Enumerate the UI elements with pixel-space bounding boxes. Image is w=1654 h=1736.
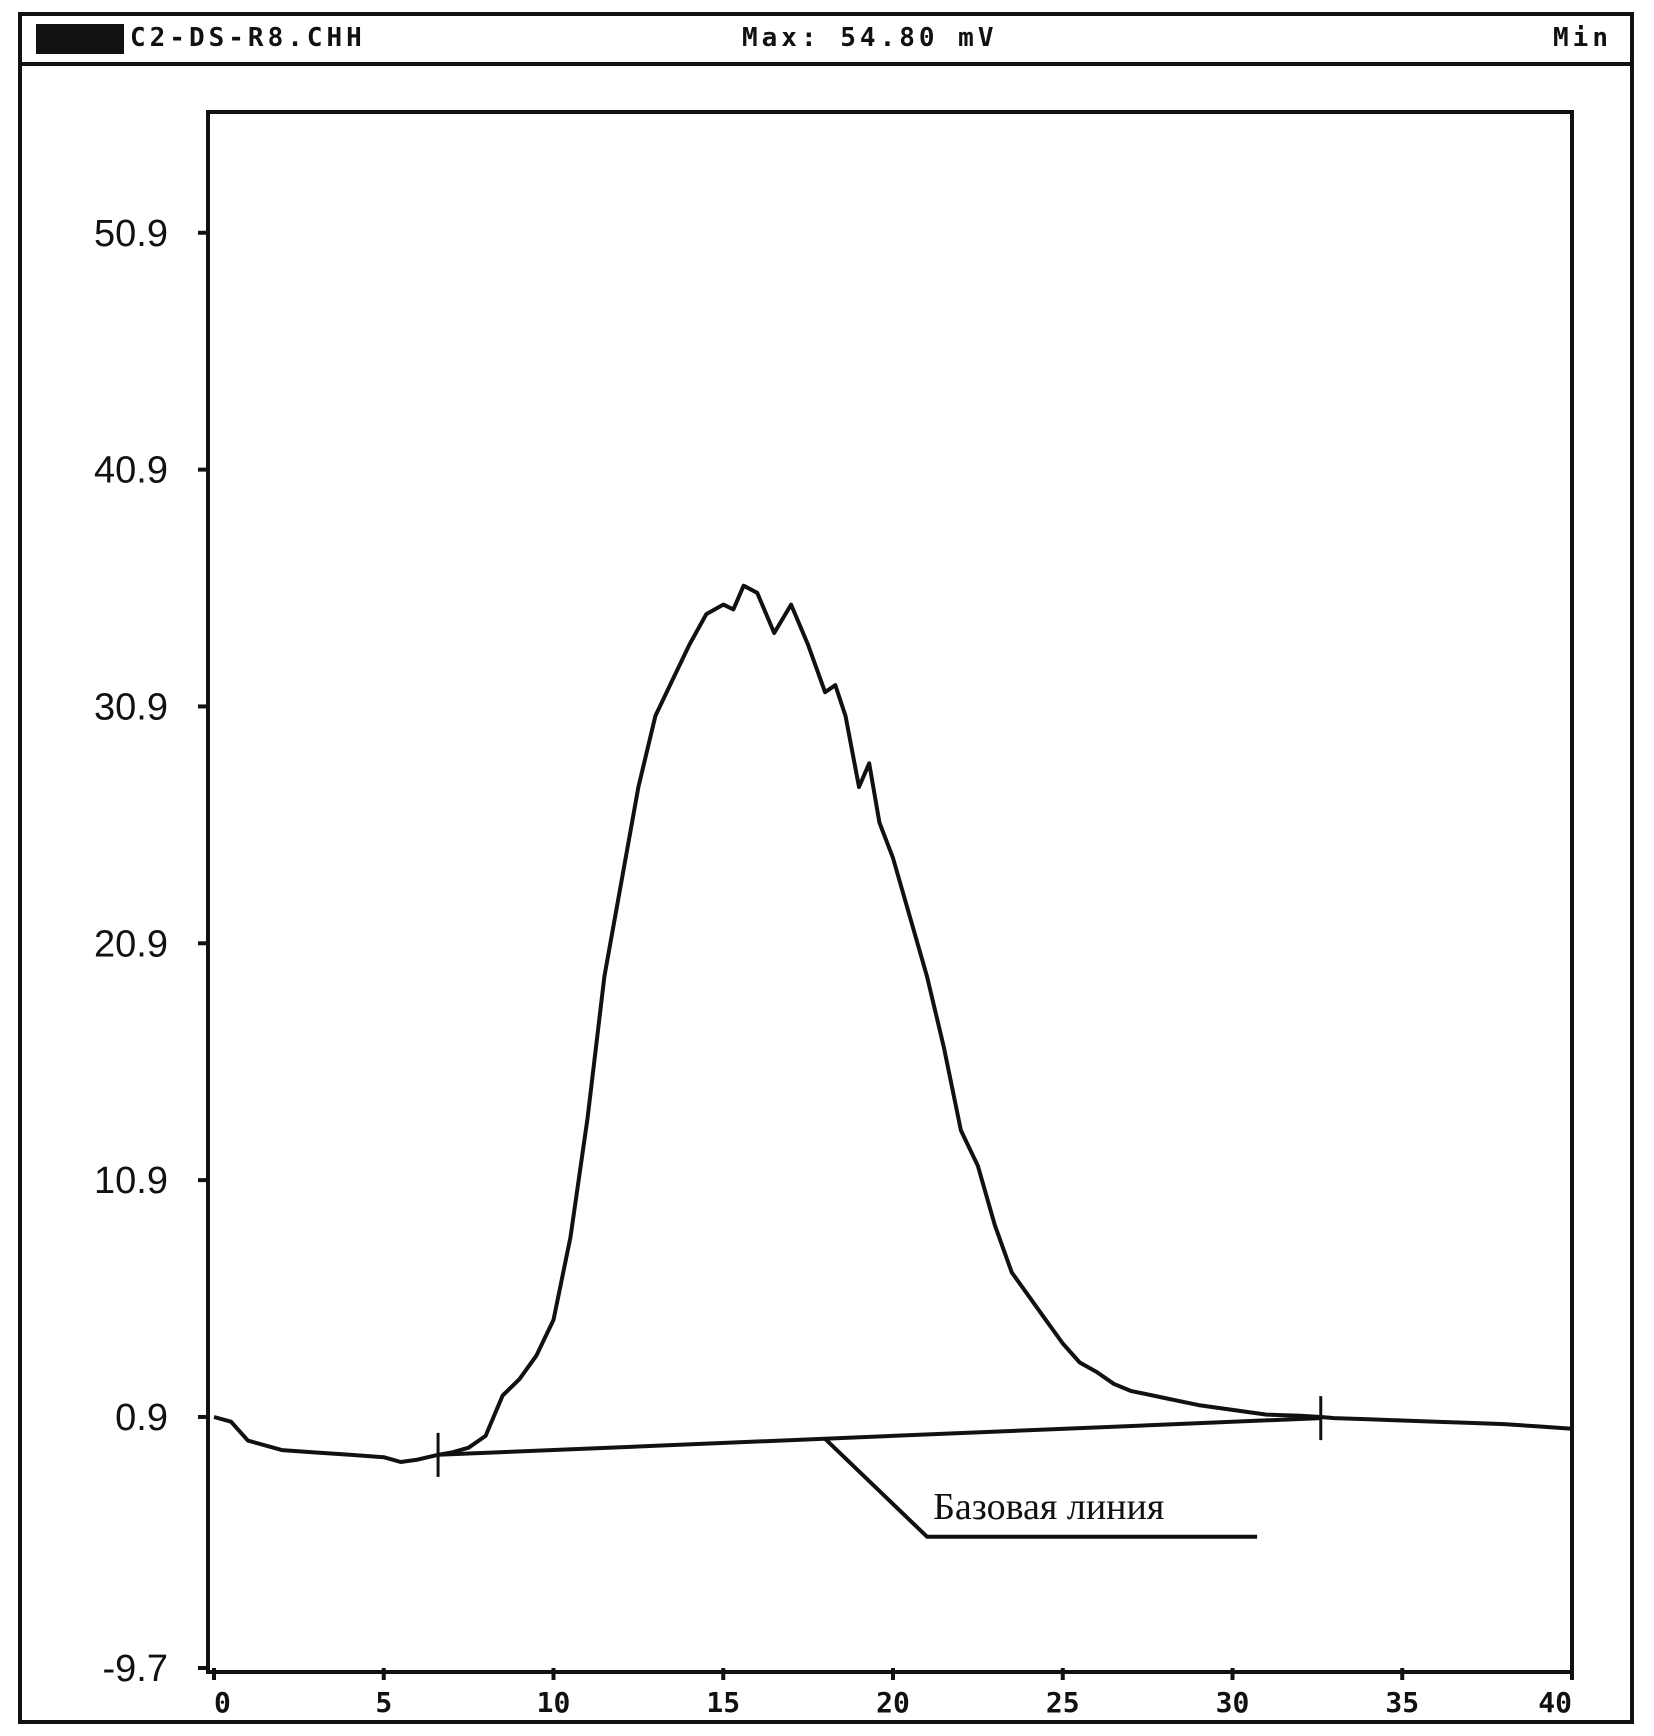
file-name: C2-DS-R8.CHH <box>130 23 366 53</box>
y-tick-label: 30.9 <box>94 686 168 728</box>
baseline-line <box>438 1416 1321 1457</box>
signal-trace <box>213 583 1573 1464</box>
x-tick-label: 0 <box>214 1686 231 1719</box>
x-tick-label: 5 <box>375 1686 392 1719</box>
plot-frame <box>206 110 1574 1674</box>
x-tick-label: 10 <box>537 1686 571 1719</box>
y-tick-label: 40.9 <box>94 450 168 492</box>
time-units-label: Min <box>1553 23 1612 53</box>
y-tick-label: -9.7 <box>103 1648 168 1690</box>
x-tick-label: 25 <box>1046 1686 1080 1719</box>
y-tick-label: 20.9 <box>94 923 168 965</box>
x-tick-label: 15 <box>706 1686 740 1719</box>
x-tick-label: 30 <box>1216 1686 1250 1719</box>
baseline-annotation: Базовая линия <box>933 1486 1164 1528</box>
x-tick-label: 20 <box>876 1686 910 1719</box>
title-bar: C2-DS-R8.CHH Max: 54.80 mV Min <box>22 16 1630 66</box>
x-axis: 0 5 10 15 20 25 30 35 40 <box>212 1668 1574 1719</box>
y-tick-label: 10.9 <box>94 1160 168 1202</box>
y-axis: 50.9 40.9 30.9 20.9 10.9 0.9 -9.7 <box>94 213 210 1690</box>
annotation-leader-line <box>823 1437 1258 1539</box>
x-tick-label: 40 <box>1538 1686 1572 1719</box>
x-tick-label: 35 <box>1385 1686 1419 1719</box>
y-tick-label: 50.9 <box>94 213 168 255</box>
max-value-readout: Max: 54.80 mV <box>742 23 998 53</box>
window-control-block[interactable] <box>36 24 124 54</box>
y-tick-label: 0.9 <box>115 1397 168 1439</box>
